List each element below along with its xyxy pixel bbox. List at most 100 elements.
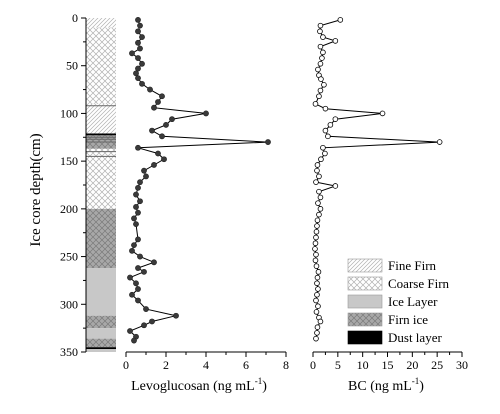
bc-point bbox=[317, 28, 323, 35]
bc-point bbox=[317, 43, 324, 50]
bc-point bbox=[315, 66, 321, 73]
bc-point bbox=[337, 17, 344, 23]
bc-x-tick-label: 10 bbox=[357, 358, 369, 372]
levoglucosan-point bbox=[135, 209, 141, 216]
levoglucosan-point bbox=[135, 286, 141, 292]
levoglucosan-point bbox=[133, 70, 139, 77]
levoglucosan-x-label-sup: -1 bbox=[255, 376, 263, 386]
legend-label-firn-ice: Firn ice bbox=[388, 312, 428, 327]
levoglucosan-point bbox=[143, 173, 149, 180]
bc-point bbox=[320, 49, 326, 56]
levoglucosan-point bbox=[137, 179, 143, 186]
levoglucosan-point bbox=[131, 215, 137, 222]
bc-point bbox=[316, 173, 322, 180]
bc-x-label: BC (ng mL-1) bbox=[348, 376, 424, 394]
bc-point bbox=[314, 217, 321, 224]
strat-layer-coarse-firn bbox=[86, 148, 116, 209]
levoglucosan-point bbox=[159, 93, 165, 100]
legend-label-coarse-firn: Coarse Firn bbox=[388, 276, 450, 291]
stratigraphy-column bbox=[86, 18, 116, 352]
levoglucosan-point bbox=[135, 144, 141, 151]
depth-tick-label: 300 bbox=[60, 297, 78, 311]
bc-point bbox=[317, 22, 324, 29]
depth-tick-label: 250 bbox=[60, 250, 78, 264]
strat-layer-ice-layer bbox=[86, 328, 116, 339]
levoglucosan-point bbox=[129, 247, 135, 254]
bc-point bbox=[317, 61, 324, 67]
bc-point bbox=[312, 101, 319, 107]
levoglucosan-point bbox=[163, 121, 169, 128]
levoglucosan-x-tick-label: 0 bbox=[123, 358, 129, 372]
levoglucosan-point bbox=[159, 133, 165, 140]
bc-series-line bbox=[314, 19, 440, 339]
strat-layer-ice-layer bbox=[86, 268, 116, 316]
bc-x-tick-label: 25 bbox=[431, 358, 443, 372]
levoglucosan-x-tick-label: 4 bbox=[203, 358, 209, 372]
depth-tick-label: 200 bbox=[60, 202, 78, 216]
depth-tick-label: 350 bbox=[60, 345, 78, 359]
levoglucosan-point bbox=[135, 236, 141, 243]
levoglucosan-panel: 0 2 4 6 8 bbox=[123, 17, 289, 372]
levoglucosan-point bbox=[151, 162, 157, 168]
legend-swatch-coarse-firn bbox=[347, 276, 383, 291]
levoglucosan-point bbox=[135, 297, 141, 304]
bc-point bbox=[314, 330, 320, 336]
bc-point bbox=[316, 188, 322, 195]
bc-point bbox=[320, 144, 326, 151]
bc-x-label-sup: -1 bbox=[412, 376, 420, 386]
bc-point bbox=[379, 110, 386, 117]
levoglucosan-point bbox=[139, 34, 145, 40]
levoglucosan-point bbox=[135, 17, 141, 23]
levoglucosan-point bbox=[135, 75, 141, 82]
levoglucosan-point bbox=[141, 167, 147, 174]
bc-point bbox=[313, 251, 319, 258]
levoglucosan-point bbox=[133, 221, 139, 228]
legend-label-fine-firn: Fine Firn bbox=[388, 258, 437, 273]
bc-point bbox=[313, 228, 320, 235]
levoglucosan-point bbox=[137, 253, 143, 260]
bc-point bbox=[313, 335, 319, 342]
levoglucosan-point bbox=[135, 55, 141, 61]
levoglucosan-point bbox=[155, 150, 161, 157]
bc-point bbox=[317, 206, 324, 212]
bc-point bbox=[315, 303, 321, 309]
levoglucosan-point bbox=[127, 328, 133, 334]
levoglucosan-x-label-main: Levoglucosan (ng mL bbox=[131, 379, 255, 394]
bc-point bbox=[313, 263, 320, 269]
bc-x-tick-label: 5 bbox=[335, 358, 341, 372]
levoglucosan-point bbox=[169, 116, 175, 123]
bc-x-tick-label: 15 bbox=[382, 358, 394, 372]
levoglucosan-point bbox=[173, 312, 179, 319]
bc-point bbox=[317, 87, 324, 94]
depth-tick-label: 150 bbox=[60, 154, 78, 168]
levoglucosan-point bbox=[203, 110, 209, 117]
levoglucosan-point bbox=[141, 322, 147, 329]
levoglucosan-x-tick-label: 8 bbox=[283, 358, 289, 372]
levoglucosan-point bbox=[139, 80, 145, 87]
bc-x-label-end: ) bbox=[419, 379, 424, 394]
bc-point bbox=[327, 122, 334, 128]
bc-point bbox=[319, 55, 325, 61]
bc-point bbox=[314, 167, 320, 174]
bc-point bbox=[332, 38, 339, 44]
strat-layer-firn-ice bbox=[86, 338, 116, 348]
bc-point bbox=[322, 127, 329, 134]
levoglucosan-point bbox=[151, 104, 157, 111]
levoglucosan-point bbox=[149, 127, 155, 134]
depth-tick-label: 100 bbox=[60, 106, 78, 120]
bc-point bbox=[318, 76, 324, 82]
levoglucosan-point bbox=[133, 191, 139, 198]
bc-point bbox=[314, 274, 321, 281]
bc-panel: 0 5 10 15 20 25 30 bbox=[310, 17, 468, 372]
levoglucosan-point bbox=[141, 268, 147, 275]
strat-layer-dust-layer bbox=[86, 133, 116, 136]
levoglucosan-x-label-end: ) bbox=[262, 379, 267, 394]
levoglucosan-point bbox=[135, 39, 141, 46]
levoglucosan-point bbox=[265, 139, 271, 145]
bc-point bbox=[314, 324, 321, 330]
bc-x-tick-label: 30 bbox=[456, 358, 468, 372]
bc-point bbox=[315, 200, 321, 206]
bc-point bbox=[318, 156, 324, 163]
levoglucosan-point bbox=[129, 291, 135, 298]
